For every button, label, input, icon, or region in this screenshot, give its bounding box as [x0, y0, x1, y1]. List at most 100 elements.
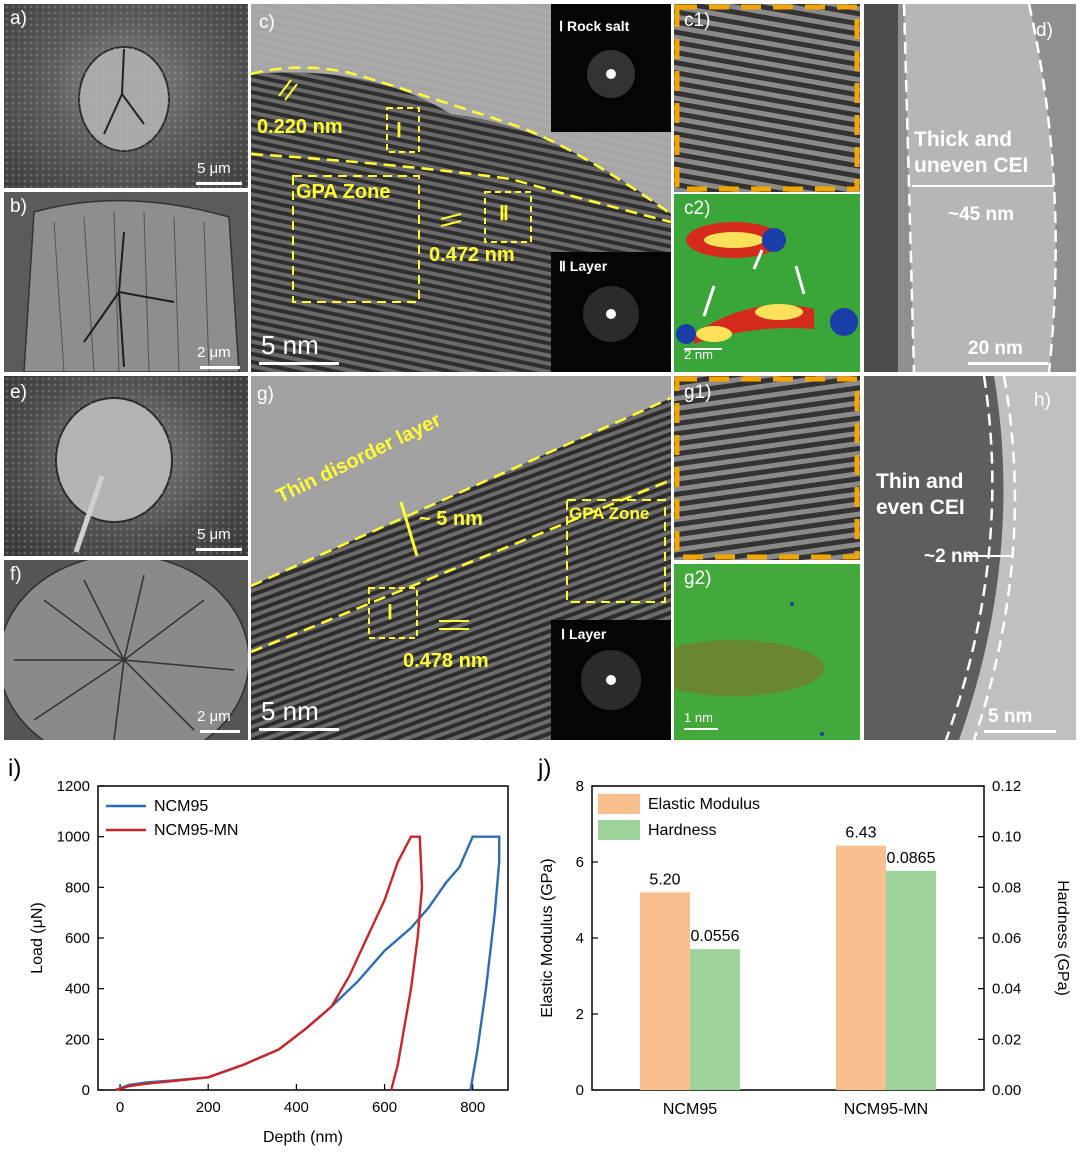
y-tick-label: 2: [576, 1006, 584, 1023]
y2-tick-label: 0.00: [992, 1082, 1021, 1099]
sem-cross-section-graphic: [4, 192, 248, 372]
scale-bar-label: 20 nm: [968, 338, 1023, 359]
bar-value-label: 0.0865: [887, 850, 936, 867]
hrtem-lattice-graphic: [251, 4, 671, 372]
y-axis-label: Load (μN): [29, 902, 46, 973]
panel-a-sem: a) 5 μm: [4, 4, 248, 188]
bar-value-label: 6.43: [845, 825, 876, 842]
cei-note: even CEI: [876, 496, 965, 519]
hrtem-zoom-graphic: [674, 376, 860, 560]
panel-f-sem: f) 2 μm: [4, 560, 248, 740]
panel-label: f): [10, 564, 22, 585]
y2-tick-label: 0.08: [992, 879, 1021, 896]
x-tick-label: 0: [116, 1099, 124, 1116]
y2-axis-label: Hardness (GPa): [1054, 880, 1071, 996]
y-axis-label: Elastic Modulus (GPa): [539, 858, 556, 1017]
fft-label-layer: Ⅱ Layer: [559, 258, 608, 274]
panel-label: b): [10, 196, 27, 217]
panel-label: c2): [684, 198, 711, 219]
plot-frame: [97, 785, 509, 1091]
y2-tick-label: 0.06: [992, 930, 1021, 947]
hrtem-lattice-graphic: [251, 376, 671, 740]
panel-label: g2): [684, 568, 712, 589]
y-tick-label: 0: [576, 1082, 584, 1099]
series-line-ncm95-mn: [115, 835, 424, 1092]
panel-label: g): [257, 384, 274, 405]
panel-c-hrtem: c) 0.220 nm GPA Zone Ⅰ Ⅱ 0.472 nm Ⅰ Rock…: [251, 4, 671, 372]
y-tick-label: 6: [576, 854, 584, 871]
x-tick-label: 800: [460, 1099, 485, 1116]
scale-bar: [684, 348, 722, 350]
bar-hardness: [690, 949, 740, 1090]
cei-note: Thin and: [876, 470, 964, 493]
cei-thickness: ~45 nm: [948, 204, 1015, 225]
legend-label: Hardness: [648, 822, 716, 839]
legend-label: NCM95-MN: [154, 822, 238, 839]
panel-b-sem: b) 2 μm: [4, 192, 248, 372]
panel-label: d): [1036, 20, 1053, 41]
panel-g2-gpa: g2) 1 nm: [674, 564, 860, 740]
panel-g-hrtem: g) Thin disorder layer ~ 5 nm GPA Zone Ⅰ…: [251, 376, 671, 740]
scale-bar-label: 2 μm: [197, 344, 231, 361]
panel-label: c): [259, 12, 275, 33]
sem-particle-graphic: [4, 376, 248, 556]
tem-cei-graphic: [864, 4, 1076, 372]
scale-bar: [259, 362, 339, 365]
y-tick-label: 1000: [57, 829, 90, 846]
panel-label: a): [10, 8, 27, 29]
x-axis-label: Depth (nm): [263, 1129, 343, 1146]
tem-cei-graphic: [864, 376, 1076, 740]
legend-label: Elastic Modulus: [648, 796, 760, 813]
modulus-hardness-chart: j) Elastic Modulus (GPa) Hardness (GPa) …: [537, 755, 1071, 1118]
roi-label: Ⅰ: [387, 602, 393, 624]
scale-bar: [984, 730, 1056, 733]
d-spacing-label-rocksalt: 0.220 nm: [257, 116, 343, 138]
panel-d-tem: d) Thick and uneven CEI ~45 nm 20 nm: [864, 4, 1076, 372]
gpa-zone-label: GPA Zone: [296, 181, 391, 203]
y-tick-label: 8: [576, 778, 584, 795]
chart-i: i) Depth (nm) Load (μN) 0 200 400 600 800 0 20…: [0, 752, 530, 1156]
sem-particle-graphic: [4, 4, 248, 188]
x-tick-label: NCM95-MN: [844, 1101, 928, 1118]
scale-bar: [684, 728, 718, 730]
cei-note: Thick and: [914, 128, 1013, 151]
scale-bar-label: 1 nm: [684, 710, 713, 725]
scale-bar-label: 5 μm: [197, 160, 231, 177]
y-tick-label: 400: [65, 981, 90, 998]
panel-label: j): [537, 755, 551, 782]
legend-label: NCM95: [154, 798, 208, 815]
cei-thickness: ~2 nm: [924, 546, 980, 567]
scale-bar-label: 5 μm: [197, 526, 231, 543]
y2-tick-label: 0.02: [992, 1031, 1021, 1048]
d-spacing-label-layer: 0.478 nm: [403, 650, 489, 672]
panel-label: c1): [684, 10, 711, 31]
legend-swatch: [598, 820, 640, 840]
panel-label: h): [1034, 390, 1051, 411]
scale-bar-label: 5 nm: [261, 696, 319, 726]
scale-bar: [196, 548, 242, 551]
gpa-strain-map: [674, 564, 860, 740]
hrtem-zoom-graphic: [674, 4, 860, 192]
x-tick-label: 600: [372, 1099, 397, 1116]
legend-swatch: [598, 794, 640, 814]
panel-e-sem: e) 5 μm: [4, 376, 248, 556]
load-depth-chart: i) Depth (nm) Load (μN) 0 200 400 600 800 0 20…: [8, 755, 509, 1146]
y-tick-label: 600: [65, 930, 90, 947]
disorder-thickness: ~ 5 nm: [419, 508, 483, 530]
panel-g1-zoom: g1): [674, 376, 860, 560]
bar-elastic-modulus: [640, 892, 690, 1090]
panel-label: g1): [684, 382, 712, 403]
roi-label: Ⅰ: [396, 120, 402, 142]
bar-hardness: [886, 870, 936, 1090]
roi-label: Ⅱ: [499, 203, 509, 225]
bar-value-label: 5.20: [649, 871, 680, 888]
scale-bar: [968, 362, 1048, 365]
x-tick-label: NCM95: [663, 1101, 717, 1118]
bar-elastic-modulus: [836, 845, 886, 1090]
scale-bar-label: 2 μm: [197, 708, 231, 725]
gpa-strain-map: [674, 194, 860, 372]
x-tick-label: 200: [196, 1099, 221, 1116]
y-tick-label: 4: [576, 930, 584, 947]
panel-label: e): [10, 382, 27, 403]
y2-tick-label: 0.04: [992, 981, 1021, 998]
